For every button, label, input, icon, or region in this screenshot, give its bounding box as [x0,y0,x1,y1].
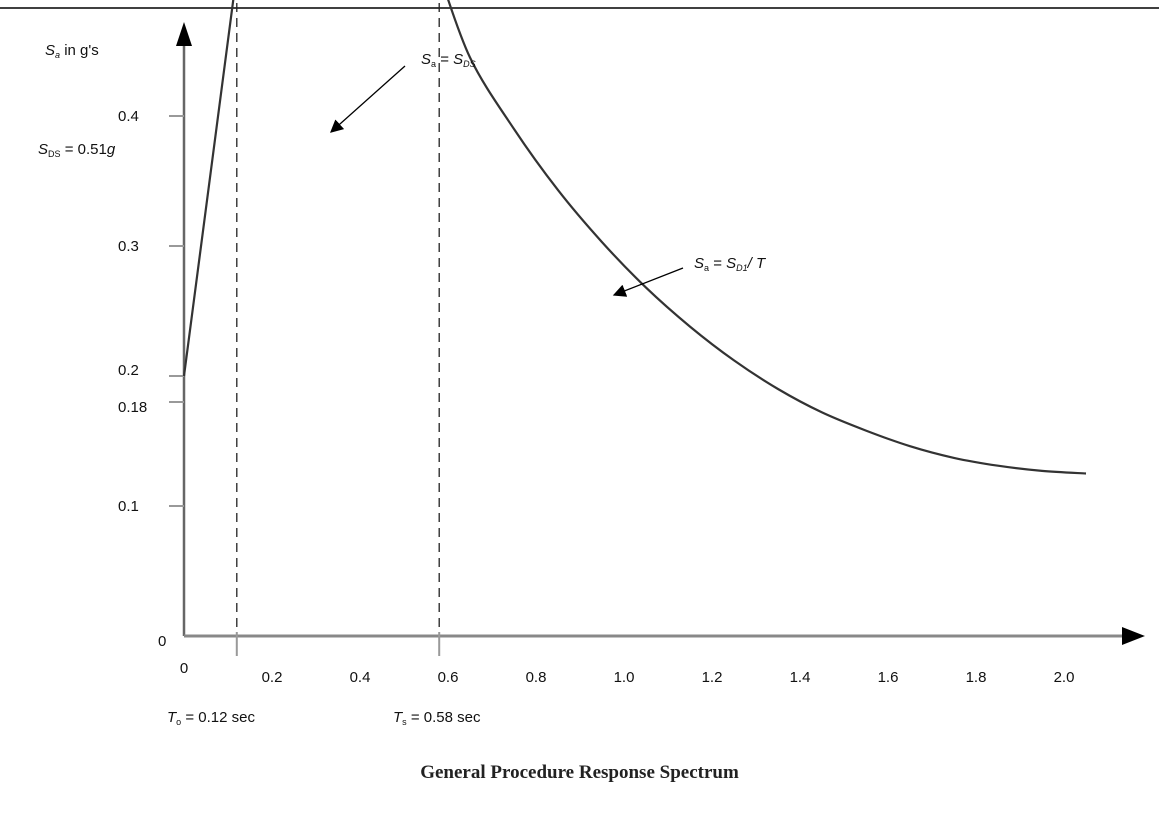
y-ticks: 00.10.180.20.30.40.5 [118,108,184,650]
y-tick-label: 0.3 [118,238,139,255]
y-tick-label: 0.18 [118,399,147,416]
y-tick-label: 0.1 [118,498,139,515]
plateau-annotation: Sa = SDS [421,51,476,69]
x-tick-label: 0.4 [350,669,371,686]
y-tick-label: 0 [158,633,166,650]
x-axis-arrow [1122,627,1145,645]
y-tick-label: 0.4 [118,108,139,125]
x-tick-label: 0.8 [526,669,547,686]
axes [176,22,1145,645]
x-tick-label: 1.4 [790,669,811,686]
plateau-arrow [330,65,406,133]
descending-annotation: Sa = SD1/ T [694,255,767,273]
sds-level-label: SDS = 0.51g [38,141,116,159]
y-axis-arrow [176,22,192,46]
x-tick-label: 1.0 [614,669,635,686]
x-tick-label: 0.6 [438,669,459,686]
x-tick-label: 1.6 [878,669,899,686]
x-tick-label: 2.0 [1054,669,1075,686]
y-tick-label: 0.2 [118,362,139,379]
y-axis-label: Sa in g's [45,42,99,60]
reference-lines [235,0,441,656]
to-label: To = 0.12 sec [167,709,255,727]
x-tick-label: 0.2 [262,669,283,686]
x-tick-label: 1.2 [702,669,723,686]
descending-arrow [612,267,684,297]
spectrum-series-line [182,0,1087,475]
x-tick-label: 0 [180,660,188,677]
x-tick-label: 1.8 [966,669,987,686]
chart-title: General Procedure Response Spectrum [420,762,739,783]
ts-label: Ts = 0.58 sec [393,709,481,727]
x-ticks: 0 0.2 0.4 0.6 0.8 1.0 1.2 1.4 1.6 1.8 2.0 [180,660,1075,686]
